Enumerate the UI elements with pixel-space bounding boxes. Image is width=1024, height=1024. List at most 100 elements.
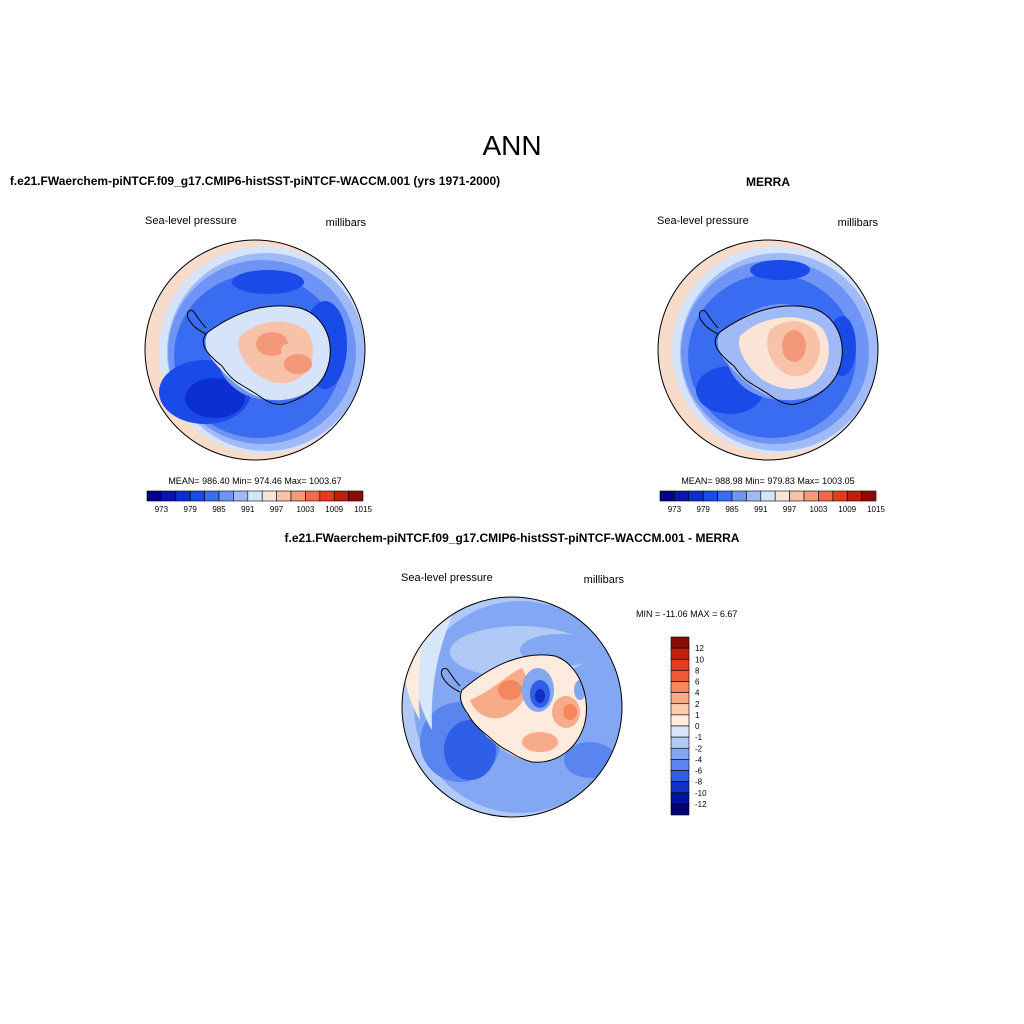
panel-merra-right-label: millibars [838, 217, 879, 229]
colorbar-tick-label: 8 [695, 666, 700, 675]
colorbar-swatch [670, 658, 690, 671]
colorbar-tick-label: -10 [695, 789, 707, 798]
colorbar-tick-label: 6 [695, 678, 700, 687]
panel-merra-left-label: Sea-level pressure [657, 215, 749, 227]
colorbar-swatch [731, 490, 747, 502]
colorbar-swatch [846, 490, 862, 502]
colorbar-tick-label: 985 [212, 505, 226, 514]
colorbar-swatch [319, 490, 335, 502]
colorbar-swatch [670, 703, 690, 716]
colorbar-tick-label: 973 [668, 505, 682, 514]
colorbar-tick-label: 985 [725, 505, 739, 514]
panel-merra-title: MERRA [746, 175, 790, 189]
colorbar-swatch [803, 490, 819, 502]
colorbar-tick-label: 1 [695, 711, 700, 720]
colorbar-tick-label: 4 [695, 689, 700, 698]
colorbar-swatch [818, 490, 834, 502]
colorbar-swatch [175, 490, 191, 502]
colorbar-swatch [702, 490, 718, 502]
colorbar-tick-label: 1015 [867, 505, 885, 514]
panel-merra-map [658, 240, 878, 460]
colorbar-tick-label: 997 [270, 505, 284, 514]
colorbar-swatch [233, 490, 249, 502]
colorbar-tick-label: 10 [695, 655, 704, 664]
panel-model-stats: MEAN= 986.40 Min= 974.46 Max= 1003.67 [168, 476, 341, 486]
panel-model-right-label: millibars [326, 217, 367, 229]
colorbar-swatch [276, 490, 292, 502]
colorbar-swatch [670, 781, 690, 794]
colorbar-tick-label: 979 [184, 505, 198, 514]
colorbar-tick-label: 1015 [354, 505, 372, 514]
colorbar-swatch [189, 490, 205, 502]
panel-model: f.e21.FWaerchem-piNTCF.f09_g17.CMIP6-his… [10, 174, 500, 514]
colorbar-swatch [861, 490, 877, 502]
panel-merra: MERRA Sea-level pressure millibars MEAN=… [657, 175, 885, 514]
colorbar-swatch [670, 714, 690, 727]
colorbar-tick-label: 12 [695, 644, 704, 653]
colorbar-tick-label: -8 [695, 778, 703, 787]
colorbar-swatch [670, 670, 690, 682]
colorbar-swatch [670, 770, 690, 782]
colorbar-swatch [832, 490, 848, 502]
colorbar-tick-label: 1009 [838, 505, 856, 514]
panel-model-colorbar: 973 979 985 991 997 1003 1009 1015 [146, 490, 372, 514]
colorbar-swatch [247, 490, 263, 502]
colorbar-swatch [670, 681, 690, 693]
colorbar-swatch [305, 490, 321, 502]
colorbar-swatch [659, 490, 675, 502]
colorbar-tick-label: -1 [695, 733, 703, 742]
panel-merra-map-border [657, 239, 879, 461]
colorbar-swatch [717, 490, 733, 502]
colorbar-tick-label: 0 [695, 722, 700, 731]
colorbar-swatch [670, 747, 690, 760]
colorbar-tick-label: 1003 [810, 505, 828, 514]
colorbar-tick-label: 973 [155, 505, 169, 514]
colorbar-swatch [760, 490, 776, 502]
panel-merra-stats: MEAN= 988.98 Min= 979.83 Max= 1003.05 [681, 476, 854, 486]
panel-model-left-label: Sea-level pressure [145, 215, 237, 227]
colorbar-tick-label: 2 [695, 700, 700, 709]
colorbar-swatch [670, 803, 690, 816]
colorbar-swatch [789, 490, 805, 502]
colorbar-swatch [746, 490, 762, 502]
colorbar-swatch [670, 759, 690, 771]
colorbar-swatch [670, 792, 690, 805]
colorbar-tick-label: 991 [241, 505, 255, 514]
colorbar-swatch [290, 490, 306, 502]
panel-diff-right-label: millibars [584, 574, 625, 586]
panel-merra-colorbar: 973 979 985 991 997 1003 1009 1015 [659, 490, 885, 514]
colorbar-swatch [348, 490, 364, 502]
colorbar-swatch [146, 490, 162, 502]
panel-diff-title: f.e21.FWaerchem-piNTCF.f09_g17.CMIP6-his… [285, 531, 740, 545]
colorbar-swatch [670, 736, 690, 749]
panel-model-title: f.e21.FWaerchem-piNTCF.f09_g17.CMIP6-his… [10, 174, 500, 188]
panel-diff-map [402, 597, 622, 817]
colorbar-tick-label: 979 [697, 505, 711, 514]
colorbar-swatch [161, 490, 177, 502]
colorbar-tick-label: -6 [695, 767, 703, 776]
colorbar-swatch [670, 725, 690, 738]
colorbar-tick-label: 991 [754, 505, 768, 514]
colorbar-tick-label: 1003 [297, 505, 315, 514]
colorbar-swatch [670, 636, 690, 649]
colorbar-swatch [674, 490, 690, 502]
panel-model-map-border [144, 239, 366, 461]
panel-diff-left-label: Sea-level pressure [401, 572, 493, 584]
colorbar-tick-label: 1009 [325, 505, 343, 514]
colorbar-swatch [204, 490, 220, 502]
panel-diff: f.e21.FWaerchem-piNTCF.f09_g17.CMIP6-his… [285, 531, 740, 818]
colorbar-swatch [218, 490, 234, 502]
colorbar-swatch [670, 647, 690, 660]
colorbar-swatch [670, 692, 690, 705]
panel-diff-map-border [401, 596, 623, 818]
colorbar-swatch [261, 490, 277, 502]
panel-model-map [145, 240, 365, 460]
colorbar-swatch [774, 490, 790, 502]
colorbar-tick-label: -2 [695, 744, 703, 753]
colorbar-tick-label: -4 [695, 755, 703, 764]
figure-title: ANN [482, 130, 541, 161]
colorbar-swatch [688, 490, 704, 502]
colorbar-tick-label: 997 [783, 505, 797, 514]
